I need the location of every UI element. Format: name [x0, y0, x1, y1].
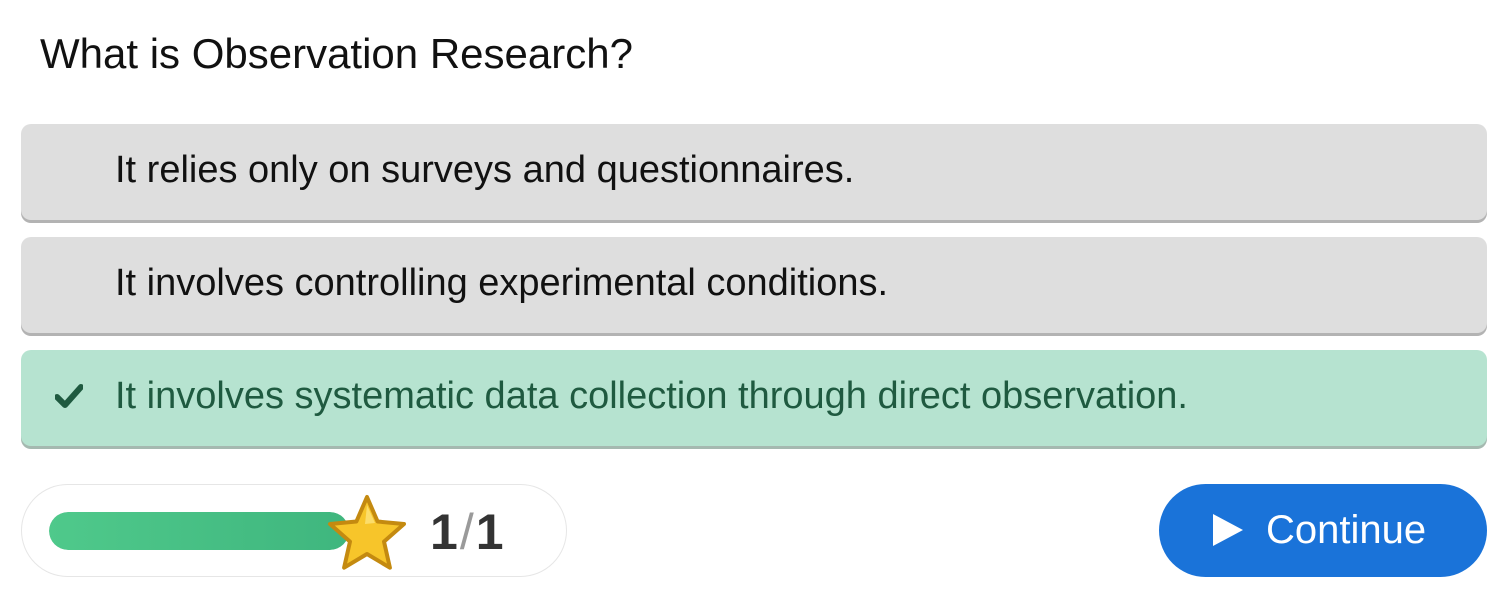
- continue-button[interactable]: Continue: [1159, 484, 1487, 577]
- answer-option-1[interactable]: It relies only on surveys and questionna…: [21, 124, 1487, 220]
- answer-list: It relies only on surveys and questionna…: [21, 124, 1487, 463]
- answer-option-3-correct[interactable]: It involves systematic data collection t…: [21, 350, 1487, 446]
- continue-button-label: Continue: [1266, 508, 1427, 552]
- check-icon: [55, 384, 83, 408]
- score-separator: /: [459, 504, 474, 560]
- play-icon: [1213, 514, 1243, 546]
- question-title: What is Observation Research?: [40, 30, 633, 77]
- answer-option-text: It relies only on surveys and questionna…: [115, 149, 855, 191]
- score-readout: 1/1: [430, 503, 504, 561]
- answer-option-text: It involves systematic data collection t…: [115, 375, 1188, 417]
- progress-bar-fill: [49, 512, 349, 550]
- answer-option-2[interactable]: It involves controlling experimental con…: [21, 237, 1487, 333]
- score-progress-panel: 1/1: [21, 484, 567, 577]
- answer-option-text: It involves controlling experimental con…: [115, 262, 889, 304]
- score-total: 1: [475, 504, 504, 560]
- progress-bar: [49, 512, 349, 550]
- star-icon: [328, 495, 406, 570]
- score-value: 1: [430, 504, 458, 560]
